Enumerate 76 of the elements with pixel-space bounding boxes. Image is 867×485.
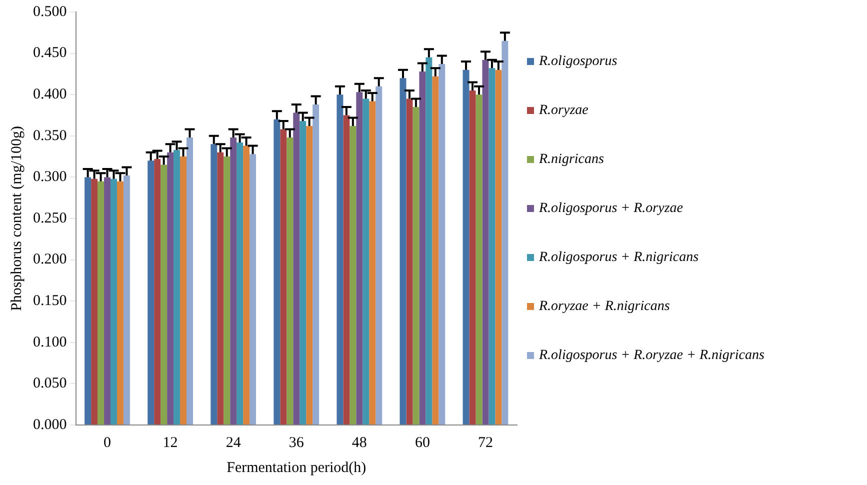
bar	[148, 160, 154, 424]
bar	[350, 126, 356, 424]
y-tick-label: 0.000	[33, 416, 67, 433]
bar	[154, 159, 161, 424]
bar	[376, 86, 382, 424]
legend-label: R.oryzae	[538, 103, 588, 118]
bar	[274, 119, 280, 424]
bar	[84, 177, 92, 424]
bar	[236, 142, 244, 424]
bar	[180, 156, 187, 424]
bar	[362, 98, 370, 424]
y-tick-label: 0.500	[33, 4, 67, 20]
bar	[104, 177, 111, 424]
x-tick-label: 0	[104, 434, 112, 451]
bar	[419, 71, 426, 424]
bar	[336, 94, 344, 424]
bar	[110, 178, 117, 424]
bar	[469, 90, 476, 424]
x-tick-label: 36	[288, 434, 304, 451]
y-tick-label: 0.450	[33, 45, 67, 62]
legend-label: R.oryzae + R.nigricans	[538, 299, 670, 314]
bar	[286, 138, 294, 424]
x-tick-label: 48	[352, 434, 367, 451]
y-tick-label: 0.050	[33, 376, 67, 392]
bar	[356, 92, 363, 424]
bar	[495, 70, 502, 424]
bar	[167, 152, 174, 424]
bar	[230, 138, 237, 424]
bar	[343, 115, 350, 424]
bar	[482, 60, 489, 424]
bar	[280, 129, 287, 424]
bar	[116, 181, 124, 424]
bar	[406, 98, 413, 424]
bar	[312, 104, 320, 424]
x-tick-label: 24	[226, 434, 242, 451]
y-tick-label: 0.100	[33, 334, 67, 350]
bar	[186, 138, 193, 424]
bar	[400, 78, 406, 424]
bar	[476, 94, 482, 424]
bar	[300, 121, 306, 424]
bar	[369, 101, 376, 424]
bar	[210, 144, 218, 424]
y-axis-title: Phosphorus content (mg/100g)	[8, 126, 25, 311]
legend-label: R.oligosporus	[538, 54, 618, 70]
bar	[293, 112, 300, 424]
y-tick-label: 0.350	[33, 128, 67, 144]
bar	[488, 68, 496, 424]
x-tick-label: 60	[414, 434, 430, 451]
x-tick-label: 12	[162, 434, 178, 451]
legend-label: R.nigricans	[538, 152, 604, 168]
bar	[426, 57, 432, 424]
bar	[174, 150, 180, 424]
bar	[502, 40, 508, 424]
y-tick-label: 0.200	[33, 252, 67, 268]
bar	[412, 106, 420, 424]
bar	[432, 76, 439, 424]
bar	[98, 181, 104, 424]
bar	[250, 154, 256, 424]
y-tick-label: 0.300	[33, 169, 67, 186]
bar	[306, 126, 313, 424]
x-axis-title: Fermentation period(h)	[226, 460, 366, 476]
bar	[217, 152, 224, 424]
y-tick-label: 0.250	[33, 210, 67, 226]
bar	[438, 64, 446, 424]
bar	[91, 178, 98, 424]
bar	[123, 176, 130, 424]
bar	[224, 156, 230, 424]
bar	[243, 146, 250, 424]
y-tick-label: 0.400	[33, 86, 67, 103]
bar	[462, 70, 470, 424]
legend-label: R.oligosporus + R.nigricans	[538, 250, 700, 266]
bar	[160, 164, 168, 424]
y-tick-label: 0.150	[33, 293, 67, 310]
legend-label: R.oligosporus + R.oryzae	[538, 201, 683, 216]
x-tick-label: 72	[478, 434, 493, 451]
legend-label: R.oligosporus + R.oryzae + R.nigricans	[538, 348, 765, 364]
